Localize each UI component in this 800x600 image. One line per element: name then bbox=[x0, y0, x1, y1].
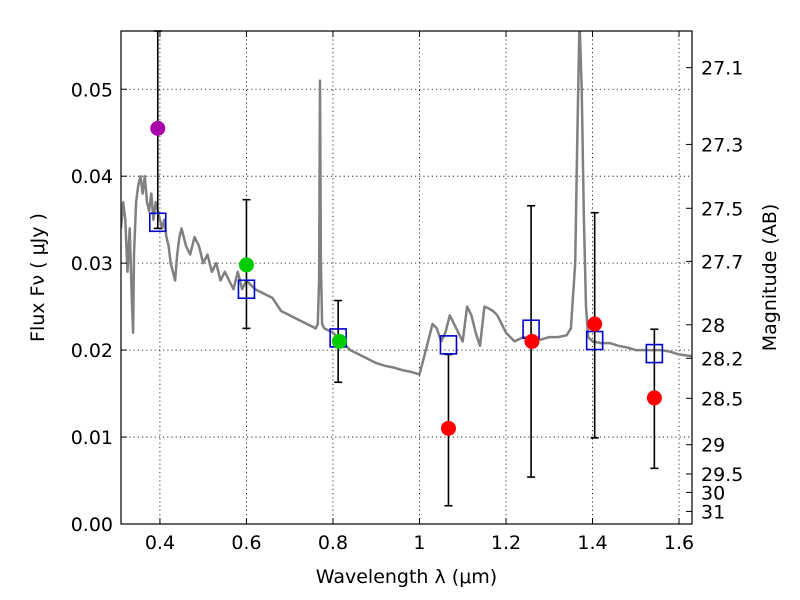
observed-point bbox=[440, 420, 456, 436]
model-square bbox=[585, 330, 604, 351]
right-tick-label: 30 bbox=[701, 482, 725, 504]
observed-point bbox=[587, 316, 603, 332]
y-axis-label: Flux Fν ( μJy ) bbox=[27, 213, 49, 342]
model-square bbox=[645, 343, 664, 364]
y-tick-labels: 0.00 0.01 0.02 0.03 0.04 0.05 bbox=[71, 79, 113, 536]
x-tick-label: 0.8 bbox=[318, 532, 348, 554]
model-square bbox=[439, 335, 458, 355]
plot-frame bbox=[120, 30, 693, 525]
y-tick-label: 0.01 bbox=[71, 427, 113, 449]
observed-point bbox=[524, 333, 540, 349]
observed-point bbox=[331, 333, 347, 349]
model-square bbox=[148, 212, 167, 233]
x-tick-label: 1 bbox=[413, 532, 425, 554]
y-tick-label: 0.03 bbox=[71, 253, 113, 275]
right-tick-label: 27.1 bbox=[701, 58, 743, 80]
right-tick-label: 27.5 bbox=[701, 198, 743, 220]
right-tick-label: 29.5 bbox=[701, 464, 743, 486]
axis-ticks bbox=[121, 31, 692, 525]
y-tick-label: 0.02 bbox=[71, 340, 113, 362]
observed-photometry-points bbox=[150, 120, 662, 436]
x-tick-label: 1.6 bbox=[664, 532, 694, 554]
x-tick-label: 1.2 bbox=[491, 532, 521, 554]
grid-lines bbox=[121, 31, 692, 525]
right-tick-label: 28.5 bbox=[701, 388, 743, 410]
right-axis-label: Magnitude (AB) bbox=[759, 204, 781, 352]
y-tick-label: 0.00 bbox=[71, 514, 113, 536]
y-tick-label: 0.04 bbox=[71, 166, 113, 188]
observed-point bbox=[238, 257, 254, 273]
right-tick-label: 27.3 bbox=[701, 134, 743, 156]
observed-point bbox=[646, 390, 662, 406]
observed-point bbox=[150, 120, 166, 136]
x-tick-label: 0.4 bbox=[145, 532, 175, 554]
x-tick-labels: 0.4 0.6 0.8 1 1.2 1.4 1.6 bbox=[145, 532, 694, 554]
right-tick-label: 28 bbox=[701, 315, 725, 337]
x-tick-label: 0.6 bbox=[231, 532, 261, 554]
right-tick-label: 27.7 bbox=[701, 251, 743, 273]
template-spectrum bbox=[121, 31, 692, 376]
right-tick-label: 31 bbox=[701, 501, 725, 523]
spectrum-line bbox=[121, 31, 692, 376]
model-photometry-squares bbox=[148, 212, 664, 364]
right-tick-label: 28.2 bbox=[701, 348, 743, 370]
y-tick-label: 0.05 bbox=[71, 79, 113, 101]
x-tick-label: 1.4 bbox=[577, 532, 607, 554]
x-axis-label: Wavelength λ (μm) bbox=[316, 566, 497, 588]
right-tick-label: 29 bbox=[701, 435, 725, 457]
model-square bbox=[237, 279, 256, 300]
